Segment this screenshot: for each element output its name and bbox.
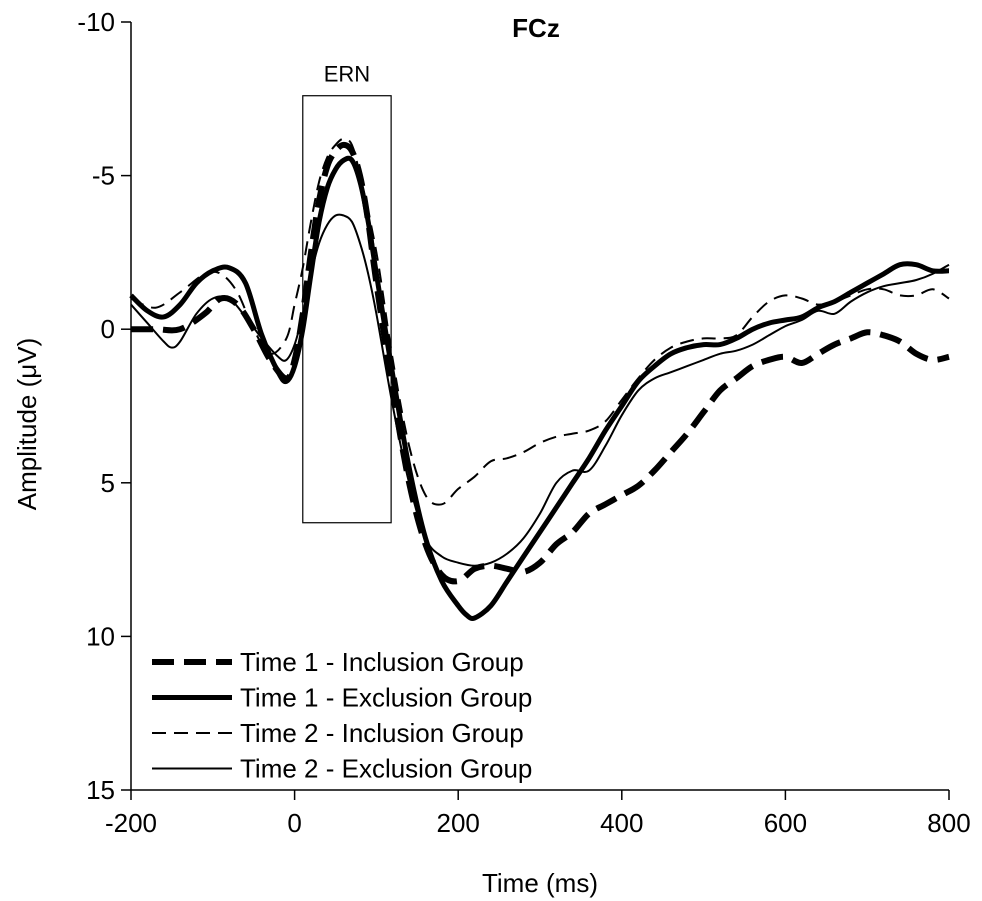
legend-label-4: Time 2 - Exclusion Group (240, 754, 532, 784)
y-tick-label: 15 (86, 775, 115, 805)
ern-annotation: ERN (302, 62, 392, 524)
series-line-2 (129, 155, 950, 621)
legend-label-2: Time 1 - Exclusion Group (240, 683, 532, 713)
legend: Time 1 - Inclusion Group Time 1 - Exclusi… (152, 647, 532, 784)
y-tick-label: 0 (101, 314, 115, 344)
series-group (129, 137, 950, 621)
x-tick-label: -200 (105, 808, 157, 838)
series-line-1 (130, 141, 950, 585)
y-tick-label: -10 (77, 7, 115, 37)
series-line-4 (130, 213, 950, 567)
y-axis-label: Amplitude (μV) (12, 338, 42, 510)
series-line-3 (130, 137, 950, 506)
x-tick-label: 400 (600, 808, 643, 838)
x-ticks: -200 0 200 400 600 800 (105, 790, 971, 838)
y-tick-label: -5 (92, 161, 115, 191)
x-tick-label: 0 (287, 808, 301, 838)
ern-label: ERN (324, 62, 370, 87)
y-tick-label: 5 (101, 468, 115, 498)
x-tick-label: 200 (437, 808, 480, 838)
y-ticks: -10 -5 0 5 10 15 (77, 7, 131, 805)
legend-label-3: Time 2 - Inclusion Group (240, 718, 524, 748)
axes: -10 -5 0 5 10 15 -200 0 200 400 600 800 (77, 7, 970, 838)
chart-title: FCz (512, 13, 560, 43)
x-tick-label: 800 (927, 808, 970, 838)
x-tick-label: 600 (764, 808, 807, 838)
legend-label-1: Time 1 - Inclusion Group (240, 647, 524, 677)
x-axis-label: Time (ms) (482, 868, 598, 898)
plot-area: ERN -10 -5 0 5 10 15 -200 0 200 400 600 800 (77, 7, 970, 838)
y-tick-label: 10 (86, 621, 115, 651)
